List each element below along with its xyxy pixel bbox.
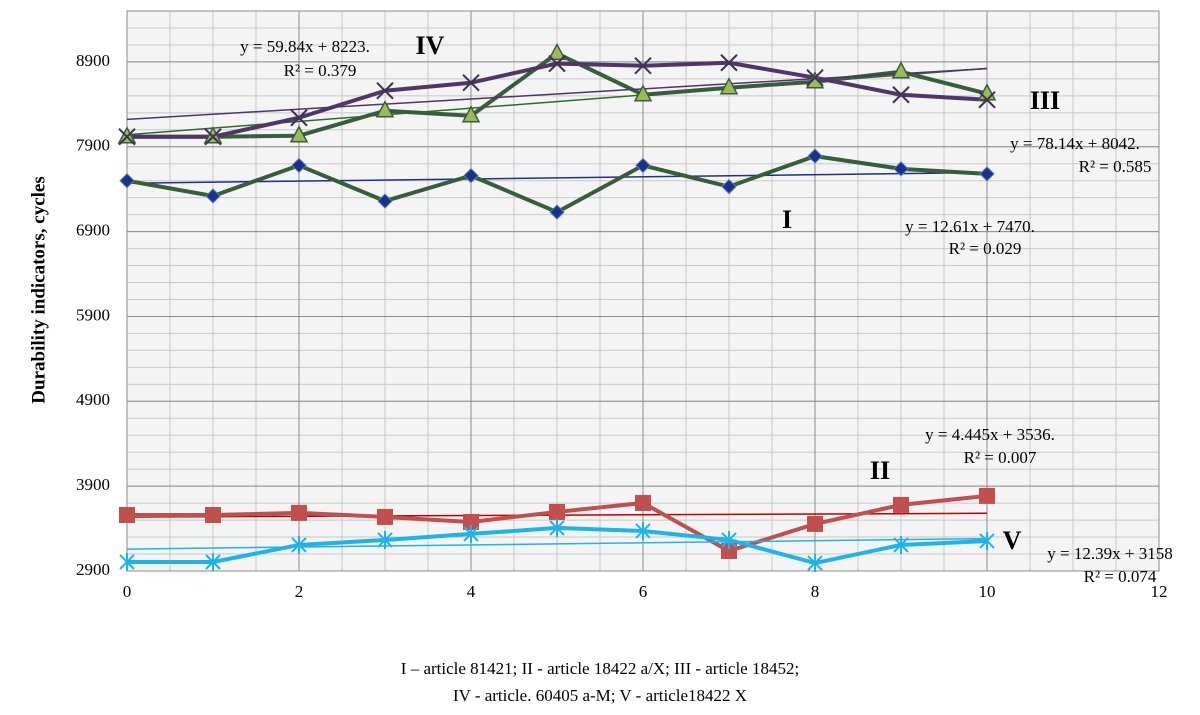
marker — [119, 172, 135, 189]
marker — [461, 105, 481, 123]
marker — [203, 126, 223, 144]
marker — [635, 494, 651, 511]
trend-equation: y = 12.61x + 7470. — [905, 217, 1035, 236]
trend-equation: y = 4.445x + 3536. — [925, 425, 1055, 444]
trend-r2: R² = 0.379 — [284, 61, 357, 80]
marker — [290, 109, 308, 127]
marker — [205, 507, 221, 523]
x-tick-label: 10 — [979, 582, 996, 601]
marker — [205, 188, 221, 204]
marker — [377, 508, 393, 525]
marker — [979, 531, 995, 550]
marker — [892, 86, 910, 104]
marker — [721, 530, 737, 549]
marker — [463, 524, 479, 543]
marker — [891, 61, 911, 79]
y-tick-label: 6900 — [76, 221, 110, 240]
marker — [462, 73, 480, 92]
marker — [549, 503, 565, 520]
marker — [807, 515, 823, 532]
trend-r2: R² = 0.007 — [964, 448, 1037, 467]
marker — [807, 554, 823, 573]
marker — [635, 521, 651, 540]
marker — [119, 553, 135, 572]
trend-line — [126, 67, 988, 121]
x-tick-label: 6 — [639, 582, 648, 601]
marker — [463, 513, 479, 530]
marker — [805, 71, 825, 89]
marker — [291, 157, 307, 174]
marker — [549, 204, 565, 220]
marker — [291, 504, 307, 521]
series-label: I — [782, 205, 792, 234]
trend-r2: R² = 0.585 — [1079, 157, 1152, 176]
y-tick-label: 7900 — [76, 136, 110, 155]
caption: I – article 81421; II - article 18422 a/… — [401, 659, 799, 678]
marker — [549, 518, 565, 537]
marker — [635, 157, 651, 174]
marker — [893, 535, 909, 554]
x-tick-label: 8 — [811, 582, 820, 601]
x-tick-label: 12 — [1151, 582, 1168, 601]
marker — [376, 82, 394, 100]
series-label: II — [870, 456, 890, 485]
trend-line — [126, 537, 988, 550]
series-label: V — [1003, 526, 1022, 555]
marker — [291, 535, 307, 554]
caption: IV - article. 60405 a-M; V - article1842… — [453, 686, 747, 705]
y-tick-label: 5900 — [76, 305, 110, 324]
trend-r2: R² = 0.029 — [949, 239, 1022, 258]
y-tick-label: 2900 — [76, 560, 110, 579]
marker — [807, 148, 823, 164]
y-axis-label: Durability indicators, cycles — [28, 176, 49, 403]
marker — [633, 84, 653, 102]
y-tick-label: 8900 — [76, 51, 110, 70]
marker — [978, 91, 996, 109]
marker — [634, 57, 652, 75]
marker — [375, 100, 395, 118]
marker — [119, 507, 135, 523]
x-tick-label: 2 — [295, 582, 304, 601]
x-tick-label: 4 — [467, 582, 476, 601]
marker — [721, 178, 737, 195]
x-tick-label: 0 — [123, 582, 132, 601]
marker — [893, 496, 909, 513]
marker — [806, 68, 824, 87]
marker — [463, 167, 479, 184]
trend-line — [126, 171, 988, 184]
marker — [118, 128, 136, 146]
marker — [893, 161, 909, 177]
trend-equation: y = 78.14x + 8042. — [1010, 134, 1140, 153]
marker — [377, 193, 393, 209]
series-label: IV — [416, 31, 445, 60]
marker — [377, 530, 393, 549]
marker — [548, 54, 566, 73]
marker — [719, 77, 739, 95]
marker — [720, 54, 738, 72]
marker — [289, 125, 309, 143]
marker — [547, 42, 567, 61]
plot-border — [126, 10, 1160, 572]
marker — [117, 126, 137, 144]
trend-equation: y = 59.84x + 8223. — [240, 37, 370, 56]
series-label: III — [1030, 86, 1060, 115]
marker — [979, 487, 995, 504]
trend-equation: y = 12.39x + 3158 — [1047, 544, 1172, 563]
trend-r2: R² = 0.074 — [1084, 567, 1157, 586]
y-tick-label: 4900 — [76, 390, 110, 409]
marker — [721, 542, 737, 559]
marker — [205, 553, 221, 572]
marker — [204, 128, 222, 146]
y-tick-label: 3900 — [76, 475, 110, 494]
marker — [979, 166, 995, 182]
